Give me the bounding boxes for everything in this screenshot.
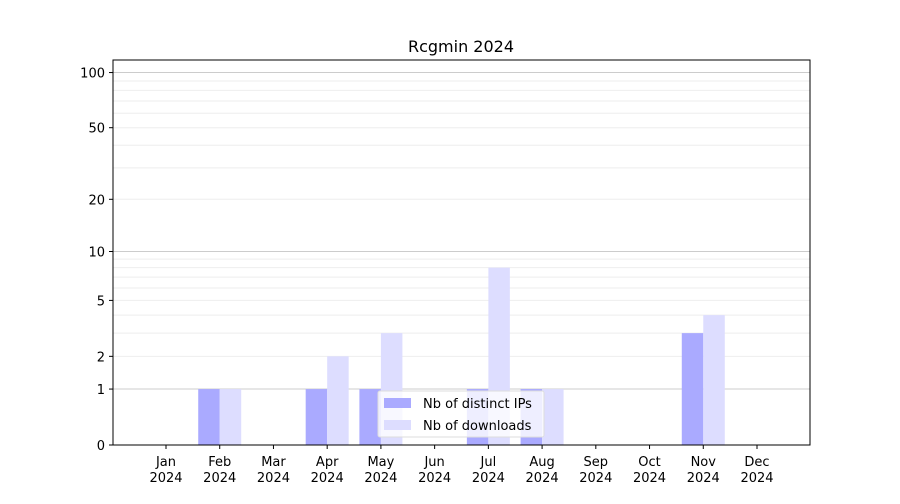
y-tick-label: 10 [88, 245, 105, 260]
x-tick-label: Oct [638, 455, 660, 470]
x-tick-label: 2024 [472, 471, 505, 486]
bar-distinct-ips [305, 389, 328, 445]
x-axis: Jan2024Feb2024Mar2024Apr2024May2024Jun20… [149, 445, 774, 486]
y-axis: 0 1 2 5 10 20 50 100 [80, 67, 113, 454]
x-tick-label: 2024 [311, 471, 344, 486]
bar-distinct-ips [681, 333, 704, 445]
bar-downloads [219, 389, 242, 445]
plot-frame [112, 59, 811, 446]
legend: Nb of distinct IPs Nb of downloads [377, 390, 545, 438]
x-tick-label: Jan [155, 455, 176, 470]
bar-distinct-ips [198, 389, 220, 445]
x-tick-label: Jul [480, 455, 497, 470]
x-tick-label: Sep [584, 455, 609, 470]
legend-swatch-ips [384, 398, 411, 408]
x-tick-label: 2024 [257, 471, 290, 486]
legend-swatch-downloads [384, 420, 411, 430]
y-tick-label: 20 [88, 193, 105, 208]
y-tick-label: 100 [80, 67, 105, 82]
x-tick-label: 2024 [687, 471, 720, 486]
x-tick-label: Feb [208, 455, 231, 470]
x-tick-label: 2024 [149, 471, 182, 486]
chart-title: Rcgmin 2024 [408, 37, 514, 56]
bar-downloads [327, 356, 349, 445]
y-tick-label: 50 [88, 122, 105, 137]
legend-label-ips: Nb of distinct IPs [423, 397, 532, 412]
x-tick-label: Aug [529, 455, 554, 470]
y-tick-label: 0 [97, 439, 105, 454]
x-tick-label: 2024 [579, 471, 612, 486]
x-tick-label: May [367, 455, 394, 470]
x-tick-label: 2024 [364, 471, 397, 486]
legend-label-downloads: Nb of downloads [423, 419, 532, 434]
y-tick-label: 5 [97, 294, 105, 309]
x-tick-label: Dec [744, 455, 769, 470]
bar-downloads [703, 315, 725, 445]
x-tick-label: 2024 [740, 471, 773, 486]
y-tick-label: 2 [97, 350, 105, 365]
x-tick-label: 2024 [418, 471, 451, 486]
x-tick-label: Jun [423, 455, 444, 470]
x-tick-label: Nov [691, 455, 717, 470]
grid [113, 72, 810, 390]
bar-downloads [542, 389, 564, 445]
x-tick-label: 2024 [526, 471, 559, 486]
y-tick-label: 1 [97, 383, 105, 398]
x-tick-label: 2024 [203, 471, 236, 486]
x-tick-label: Mar [261, 455, 286, 470]
x-tick-label: 2024 [633, 471, 666, 486]
bar-distinct-ips [359, 389, 381, 445]
x-tick-label: Apr [316, 455, 339, 470]
